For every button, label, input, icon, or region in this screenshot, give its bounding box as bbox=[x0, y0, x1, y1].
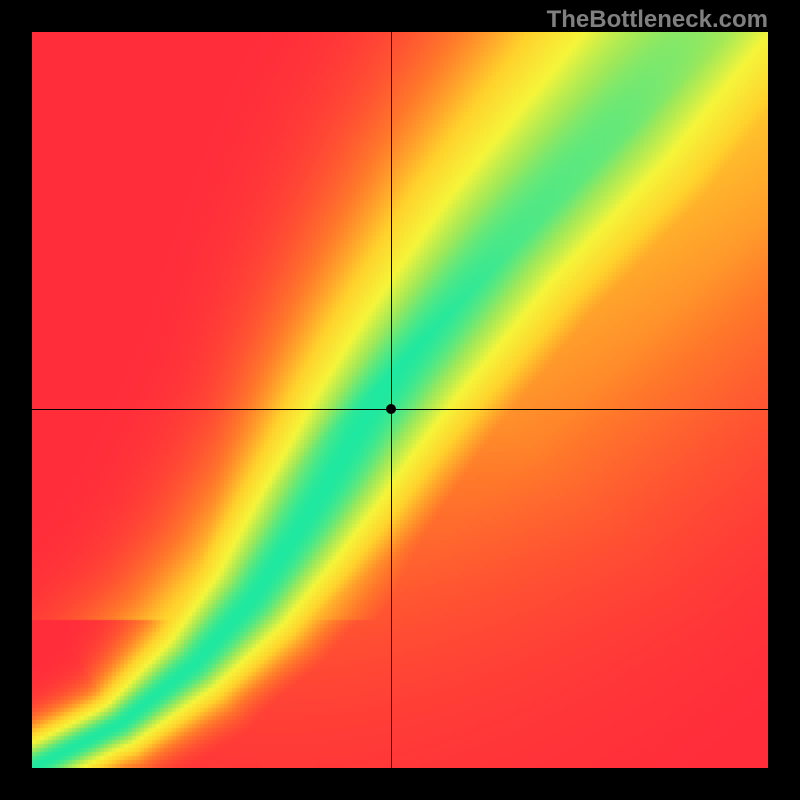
watermark: TheBottleneck.com bbox=[547, 6, 768, 34]
heatmap-canvas bbox=[32, 32, 768, 768]
heatmap-plot bbox=[32, 32, 768, 768]
